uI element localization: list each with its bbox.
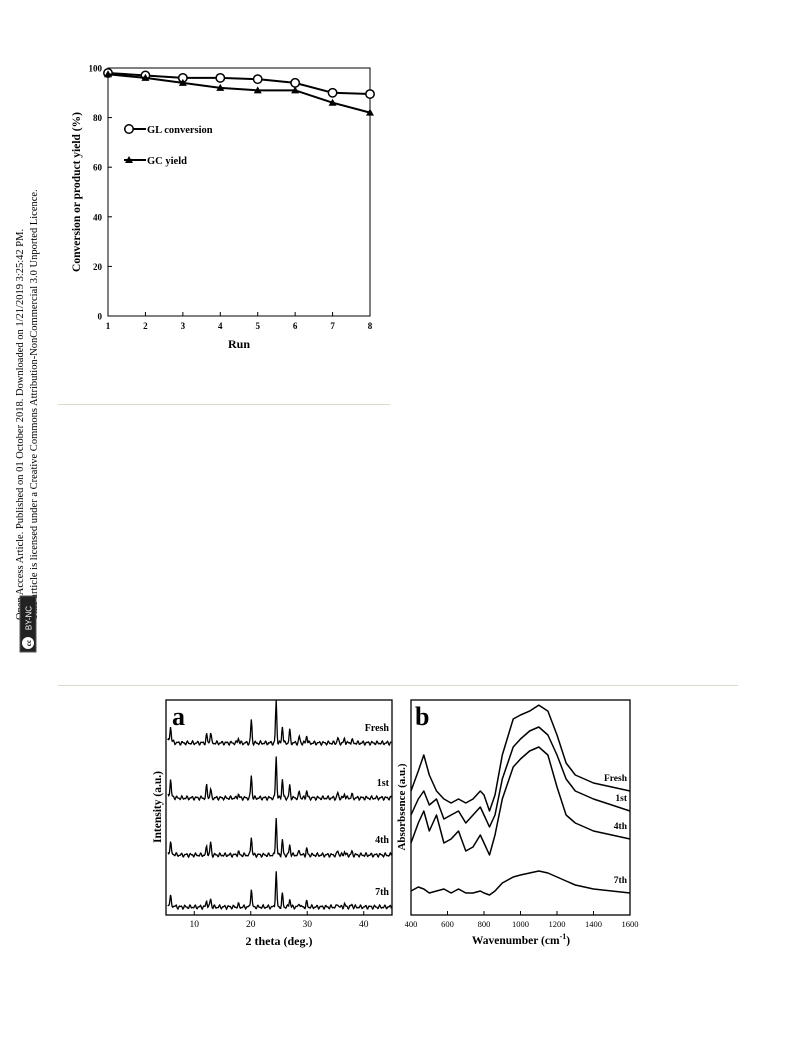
xrd-x-tick-label-10: 10 (190, 920, 200, 930)
license-sidebar: Open Access Article. Published on 01 Oct… (15, 189, 40, 653)
xrd-y-axis-label: Intensity (a.u.) (152, 771, 164, 843)
xrd-trace-1st (167, 756, 392, 802)
cc-icon: cc (25, 640, 33, 646)
y-tick-label-100: 100 (89, 64, 103, 74)
section-divider-1 (58, 404, 390, 405)
xrd-plot-frame (165, 699, 393, 916)
ftir-trace-fresh (410, 704, 631, 812)
x-tick-label-6: 6 (293, 321, 298, 331)
ftir-trace-label-fresh: Fresh (604, 774, 628, 784)
point-gl-conversion-run-7 (327, 87, 338, 98)
ftir-x-tick-label-400: 400 (405, 919, 418, 929)
ftir-x-tick-label-1000: 1000 (512, 919, 529, 929)
ftir-x-tick-label-800: 800 (478, 919, 491, 929)
xrd-x-tick-label-20: 20 (246, 920, 256, 930)
ftir-x-tick-label-600: 600 (441, 919, 454, 929)
ftir-y-axis-label: Absorbsence (a.u.) (396, 763, 408, 850)
xrd-trace-label-fresh: Fresh (365, 723, 390, 734)
license-line-1: Open Access Article. Published on 01 Oct… (15, 229, 26, 620)
series-line-gc-yield (107, 73, 371, 114)
ftir-trace-label-7th: 7th (614, 876, 628, 886)
legend-marker-gl (124, 124, 134, 134)
x-tick-label-7: 7 (330, 321, 335, 331)
xrd-trace-label-4th: 4th (375, 835, 389, 846)
ftir-x-tick-label-1600: 1600 (622, 919, 639, 929)
cc-badge-text: BY-NC (25, 606, 34, 630)
y-tick-label-0: 0 (98, 312, 103, 322)
ftir-x-tick-label-1200: 1200 (549, 919, 566, 929)
ftir-trace-1st (410, 726, 631, 828)
xrd-trace-fresh (167, 700, 392, 747)
point-gc-yield-run-2 (141, 73, 150, 81)
legend-marker-gc (125, 156, 133, 163)
x-tick-label-2: 2 (143, 321, 148, 331)
recycle-run-chart: 0 20 40 60 80 100 1 2 3 4 5 6 7 8 Conversion or prod… (71, 64, 375, 351)
cc-license-badge[interactable]: cc BY-NC (19, 595, 37, 653)
ftir-plot-frame (410, 699, 631, 916)
x-tick-label-3: 3 (181, 321, 186, 331)
y-tick-label-80: 80 (93, 113, 103, 123)
section-divider-2 (58, 685, 738, 686)
legend-label-gc-yield: GC yield (147, 156, 187, 167)
series-line-gl-conversion (107, 71, 371, 96)
x-tick-label-4: 4 (218, 321, 223, 331)
ftir-x-axis-label: Wavenumber (cm-1) (472, 932, 570, 947)
point-gc-yield-run-5 (253, 86, 262, 94)
ftir-trace-label-4th: 4th (614, 822, 628, 832)
x-axis-label: Run (228, 337, 250, 351)
license-line-2: This article is licensed under a Creativ… (29, 189, 40, 620)
point-gl-conversion-run-8 (365, 89, 375, 99)
legend-label-gl-conversion: GL conversion (147, 125, 213, 136)
plot-frame (107, 67, 371, 317)
xrd-trace-label-7th: 7th (375, 887, 389, 898)
ftir-x-label-main: Wavenumber (cm (472, 935, 560, 947)
ftir-x-tick-label-1400: 1400 (585, 919, 602, 929)
y-tick-label-60: 60 (93, 163, 103, 173)
panel-label-b: b (415, 702, 429, 731)
x-tick-label-1: 1 (106, 321, 111, 331)
y-tick-label-40: 40 (93, 212, 103, 222)
point-gc-yield-run-8 (366, 108, 374, 116)
y-tick-label-20: 20 (93, 262, 103, 272)
ftir-trace-label-1st: 1st (615, 794, 627, 804)
xrd-chart: 10 20 30 40 Fresh 1st 4th 7th a Intensity (a.u… (152, 699, 393, 948)
legend: GL conversion GC yield (124, 124, 213, 167)
point-gc-yield-run-7 (328, 98, 337, 106)
ftir-chart: 400 600 800 1000 1200 1400 1600 Fresh 1st 4th 7th… (396, 699, 639, 947)
xrd-trace-label-1st: 1st (377, 778, 390, 789)
point-gc-yield-run-1 (104, 70, 112, 78)
ftir-trace-4th (410, 746, 631, 856)
point-gl-conversion-run-4 (215, 72, 226, 83)
xrd-trace-7th (167, 871, 393, 911)
point-gl-conversion-run-6 (290, 77, 301, 88)
ftir-x-label-sup: -1 (560, 932, 567, 941)
x-tick-label-5: 5 (255, 321, 260, 331)
x-tick-label-8: 8 (368, 321, 373, 331)
point-gc-yield-run-3 (178, 78, 187, 86)
point-gc-yield-run-6 (291, 86, 300, 94)
xrd-x-tick-label-40: 40 (359, 920, 369, 930)
xrd-trace-4th (167, 817, 393, 859)
point-gc-yield-run-4 (216, 83, 225, 91)
xrd-x-axis-label: 2 theta (deg.) (246, 934, 313, 948)
point-gl-conversion-run-5 (252, 74, 263, 85)
ftir-x-label-end: ) (566, 935, 570, 947)
xrd-x-tick-label-30: 30 (303, 920, 313, 930)
ftir-trace-7th (410, 870, 631, 896)
panel-label-a: a (172, 702, 185, 731)
y-axis-label: Conversion or product yield (%) (71, 112, 83, 272)
